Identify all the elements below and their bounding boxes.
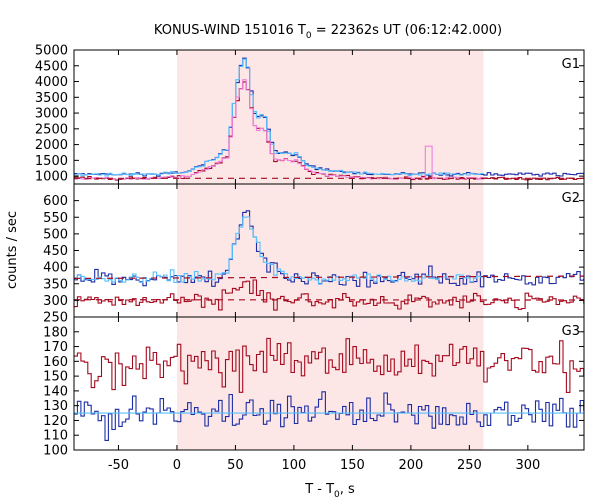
y-tick-label: 1500 — [35, 154, 68, 169]
y-tick-label: 3500 — [35, 91, 68, 106]
x-label-main: T - T — [304, 482, 334, 497]
x-tick-label: 0 — [173, 458, 181, 473]
y-axis-label: counts / sec — [5, 211, 20, 289]
y-tick-label: 4500 — [35, 59, 68, 74]
x-label-sub: 0 — [334, 490, 340, 500]
data-group — [74, 210, 584, 311]
shaded-interval-3 — [176, 317, 484, 450]
y-tick-label: 350 — [43, 277, 68, 292]
title-prefix: KONUS-WIND 151016 T — [154, 23, 306, 38]
x-tick-label: -50 — [108, 458, 129, 473]
panel-label-g1: G1 — [562, 57, 580, 72]
y-tick-label: 160 — [43, 355, 68, 370]
series-g2-light-blue — [74, 216, 484, 285]
y-tick-label: 2500 — [35, 122, 68, 137]
title-suffix: = 22362s UT (06:12:42.000) — [312, 23, 502, 38]
x-label-suffix: , s — [340, 482, 355, 497]
y-tick-label: 140 — [43, 384, 68, 399]
series-g3-dark-blue — [74, 391, 584, 441]
series-g3-dark-red — [74, 337, 584, 393]
y-tick-label: 550 — [43, 211, 68, 226]
y-tick-label: 180 — [43, 325, 68, 340]
panel-label-g3: G3 — [562, 324, 580, 339]
background-fit-g2-1 — [74, 275, 584, 280]
y-tick-label: 2000 — [35, 138, 68, 153]
y-tick-label: 150 — [43, 370, 68, 385]
chart-title: KONUS-WIND 151016 T0 = 22362s UT (06:12:… — [154, 23, 502, 41]
y-tick-label: 600 — [43, 194, 68, 209]
y-tick-label: 500 — [43, 227, 68, 242]
y-tick-label: 250 — [43, 311, 68, 326]
x-tick-label: 150 — [340, 458, 365, 473]
y-tick-label: 3000 — [35, 107, 68, 122]
x-tick-label: 250 — [457, 458, 482, 473]
series-g1-light-blue — [74, 58, 484, 177]
y-tick-label: 300 — [43, 294, 68, 309]
y-tick-label: 400 — [43, 261, 68, 276]
x-tick-label: 300 — [515, 458, 540, 473]
y-tick-label: 1000 — [35, 170, 68, 185]
data-group — [74, 337, 584, 441]
x-tick-label: 200 — [398, 458, 423, 473]
data-group — [74, 57, 584, 181]
y-tick-label: 100 — [43, 444, 68, 459]
y-tick-label: 120 — [43, 414, 68, 429]
panel-label-g2: G2 — [562, 191, 580, 206]
shaded-interval-2 — [176, 184, 484, 317]
x-tick-label: 100 — [281, 458, 306, 473]
shaded-interval-1 — [176, 50, 484, 184]
y-tick-label: 5000 — [35, 44, 68, 59]
y-tick-label: 4000 — [35, 75, 68, 90]
panel-frame — [73, 316, 585, 451]
y-tick-label: 170 — [43, 340, 68, 355]
x-axis-label: T - T0, s — [304, 482, 355, 500]
y-tick-label: 110 — [43, 429, 68, 444]
x-tick-label: 50 — [227, 458, 244, 473]
panels-group: 100015002000250030003500400045005000G125… — [35, 44, 585, 473]
y-tick-label: 450 — [43, 244, 68, 259]
title-subscript: 0 — [306, 31, 312, 41]
y-tick-label: 130 — [43, 399, 68, 414]
